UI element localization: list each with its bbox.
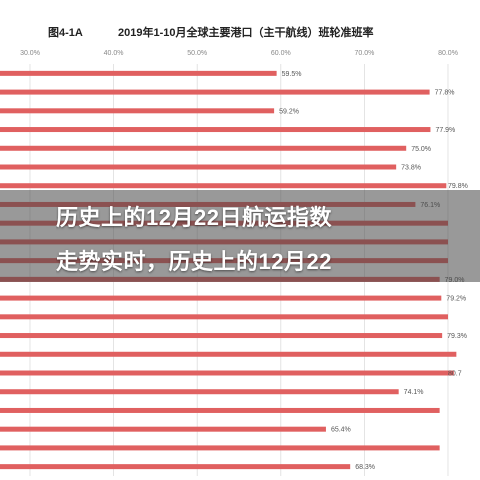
- overlay-headline-line2: 走势实时，历史上的12月22: [56, 249, 332, 274]
- bar: [0, 370, 454, 376]
- bar-value-label: 77.9%: [435, 127, 455, 134]
- bar: [0, 164, 397, 170]
- chart-header: 图4-1A 2019年1-10月全球主要港口（主干航线）班轮准班率: [0, 0, 480, 64]
- bar-value-label: 59.5%: [282, 71, 302, 78]
- bar: [0, 426, 326, 432]
- x-tick-label: 60.0%: [270, 50, 291, 57]
- bar: [0, 108, 275, 114]
- bar-value-label: 65.4%: [331, 427, 351, 434]
- chart-title: 2019年1-10月全球主要港口（主干航线）班轮准班率: [118, 27, 374, 39]
- bar-value-label: 79.2%: [446, 296, 466, 303]
- bar: [0, 445, 440, 451]
- bar: [0, 127, 431, 133]
- bar-value-label: 59.2%: [279, 108, 299, 115]
- bar-value-label: 68.3%: [355, 464, 375, 471]
- bar-value-label: 77.8%: [435, 90, 455, 97]
- bar-value-label: 74.1%: [404, 389, 424, 396]
- bar: [0, 389, 399, 395]
- bar: [0, 295, 442, 301]
- x-tick-label: 40.0%: [103, 50, 124, 57]
- bar: [0, 183, 447, 189]
- x-tick-label: 50.0%: [187, 50, 208, 57]
- bar: [0, 70, 277, 76]
- x-tick-label: 70.0%: [354, 50, 375, 57]
- bar: [0, 407, 440, 413]
- x-tick-label: 80.0%: [438, 50, 458, 57]
- bar: [0, 464, 351, 470]
- x-tick-label: 30.0%: [20, 50, 40, 57]
- overlay-headline-line1: 历史上的12月22日航运指数: [56, 205, 332, 230]
- overlay-band: [0, 190, 480, 282]
- bar-value-label: 73.8%: [401, 165, 421, 172]
- bar: [0, 314, 448, 320]
- bar: [0, 351, 457, 357]
- bar: [0, 145, 407, 151]
- bar: [0, 333, 443, 339]
- bar-value-label: 80.7: [448, 371, 462, 378]
- figure-label: 图4-1A: [48, 27, 83, 39]
- bar-value-label: 75.0%: [411, 146, 431, 153]
- bar-value-label: 79.8%: [448, 183, 468, 190]
- bar-value-label: 79.3%: [447, 333, 467, 340]
- bar: [0, 89, 430, 95]
